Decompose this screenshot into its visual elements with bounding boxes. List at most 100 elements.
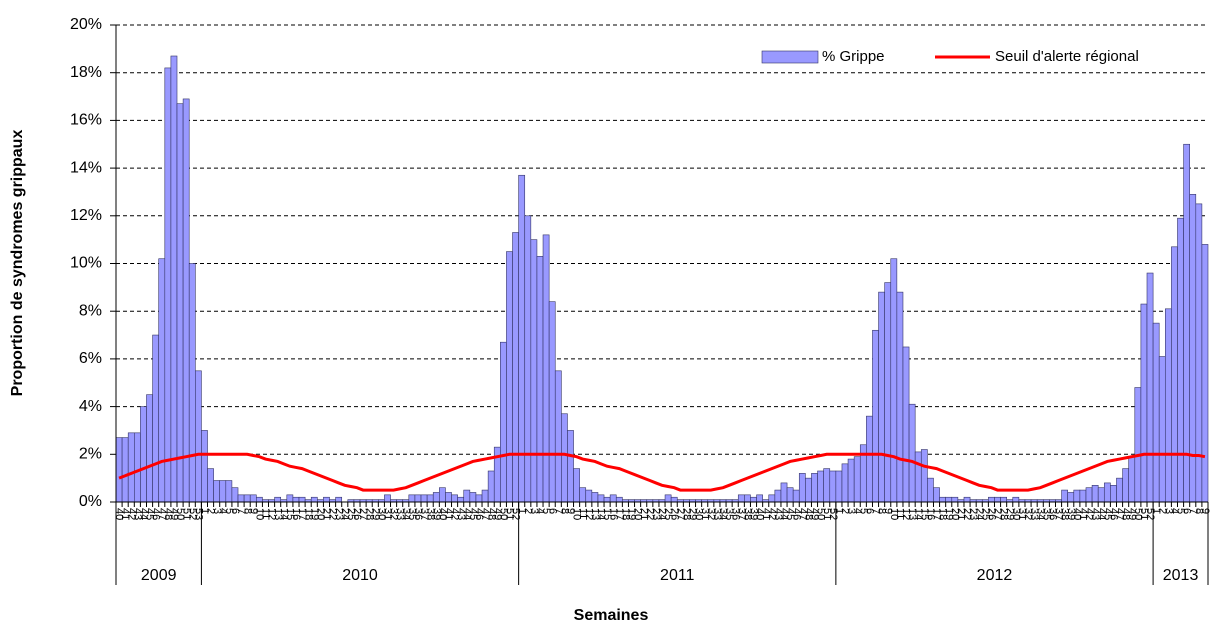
bar <box>1085 487 1093 503</box>
x-tick-label: 48 <box>803 508 815 520</box>
bar <box>884 282 892 503</box>
bar <box>249 494 257 503</box>
x-tick-label: 52 <box>186 508 198 520</box>
x-tick-label: 50 <box>174 508 186 520</box>
x-tick-label: 3 <box>845 508 857 514</box>
x-tick-label: 11 <box>894 508 906 519</box>
x-tick-label: 34 <box>400 508 412 520</box>
x-tick-label: 13 <box>589 508 601 520</box>
x-tick-label: 36 <box>1047 508 1059 520</box>
y-tick-label: 0% <box>79 493 102 510</box>
bar <box>988 496 995 503</box>
x-tick-label: 43 <box>131 508 143 520</box>
x-tick-label: 45 <box>1101 508 1113 520</box>
bar <box>1110 485 1117 503</box>
bar <box>134 432 141 503</box>
bar <box>609 494 617 503</box>
x-tick-label: 5 <box>540 508 552 514</box>
bar <box>774 489 782 503</box>
x-tick-label: 8 <box>558 508 570 514</box>
x-tick-label: 4 <box>1169 508 1181 514</box>
x-tick-label: 42 <box>766 508 778 520</box>
bar <box>445 492 452 503</box>
x-tick-label: 14 <box>595 508 607 520</box>
x-tick-label: 1 <box>833 508 845 514</box>
bar <box>542 234 550 503</box>
y-tick-label: 20% <box>70 16 102 33</box>
x-tick-label: 49 <box>168 508 180 520</box>
bar <box>170 55 178 503</box>
x-tick-label: 26 <box>668 508 680 520</box>
x-tick-label: 19 <box>626 508 638 520</box>
year-label: 2009 <box>141 567 177 584</box>
x-tick-label: 31 <box>1016 508 1028 520</box>
x-tick-label: 41 <box>443 508 455 520</box>
x-tick-label: 35 <box>723 508 735 520</box>
x-tick-label: 3 <box>1162 508 1174 514</box>
x-tick-label: 50 <box>815 508 827 520</box>
bar <box>853 456 861 503</box>
x-tick-label: 42 <box>1083 508 1095 520</box>
bar <box>567 430 574 503</box>
x-tick-label: 5 <box>1175 508 1187 514</box>
x-tick-label: 34 <box>717 508 729 520</box>
x-tick-label: 37 <box>735 508 747 520</box>
x-tick-label: 28 <box>680 508 692 520</box>
bar <box>890 258 898 503</box>
x-tick-label: 24 <box>339 508 351 520</box>
bar <box>286 494 294 503</box>
x-tick-label: 51 <box>180 508 192 520</box>
x-tick-label: 47 <box>479 508 491 520</box>
x-tick-label: 22 <box>327 508 339 520</box>
x-tick-label: 30 <box>375 508 387 520</box>
x-tick-label: 27 <box>674 508 686 520</box>
bar <box>475 494 483 503</box>
bar <box>1061 489 1068 503</box>
bar <box>500 341 507 503</box>
bar <box>152 334 160 503</box>
bar <box>219 480 227 503</box>
x-tick-label: 4 <box>851 508 863 514</box>
x-tick-label: 10 <box>888 508 900 520</box>
x-tick-label: 29 <box>687 508 699 520</box>
bar <box>432 492 440 503</box>
x-tick-label: 14 <box>912 508 924 520</box>
bar <box>469 492 477 503</box>
x-tick-label: 2 <box>1156 508 1168 514</box>
bar <box>1079 489 1087 503</box>
x-tick-label: 16 <box>925 508 937 520</box>
legend-label: % Grippe <box>822 48 885 65</box>
x-tick-label: 35 <box>406 508 418 520</box>
bar <box>225 480 233 503</box>
bar <box>243 494 251 503</box>
bar <box>310 496 318 503</box>
bar <box>1146 272 1154 503</box>
bar <box>1171 246 1178 503</box>
bar <box>237 494 245 503</box>
x-tick-label: 10 <box>571 508 583 520</box>
bar <box>554 370 562 503</box>
y-tick-label: 14% <box>70 159 102 176</box>
x-tick-label: 21 <box>638 508 650 520</box>
x-tick-label: 15 <box>601 508 613 520</box>
bar <box>817 470 824 503</box>
x-tick-label: 35 <box>1040 508 1052 520</box>
x-tick-label: 47 <box>1114 508 1126 520</box>
bar <box>829 470 837 503</box>
bar <box>146 394 153 503</box>
x-tick-label: 11 <box>260 508 272 519</box>
x-tick-label: 49 <box>1126 508 1138 520</box>
x-tick-label: 18 <box>302 508 314 520</box>
x-tick-label: 2 <box>839 508 851 514</box>
bar <box>756 494 763 503</box>
bar <box>335 496 343 503</box>
bar <box>1177 217 1184 503</box>
x-tick-label: 16 <box>607 508 619 520</box>
bar <box>121 437 129 503</box>
bar <box>939 496 946 503</box>
bar <box>213 480 221 503</box>
x-tick-label: 11 <box>577 508 589 519</box>
x-tick-label: 12 <box>266 508 278 520</box>
x-tick-label: 48 <box>162 508 174 520</box>
